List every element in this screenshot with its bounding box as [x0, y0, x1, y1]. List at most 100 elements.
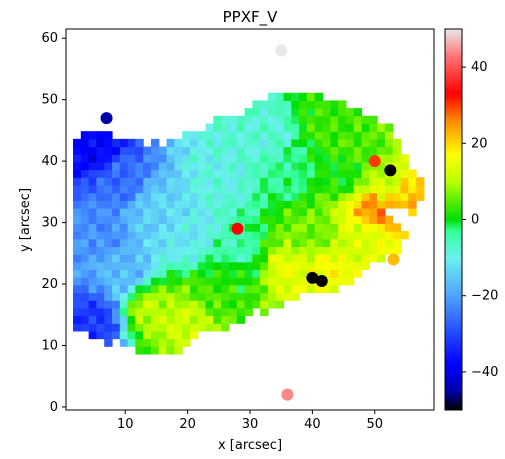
- velocity-bin: [322, 169, 331, 178]
- velocity-bin: [96, 177, 105, 186]
- velocity-bin: [213, 231, 222, 240]
- velocity-bin: [96, 138, 105, 148]
- velocity-bin: [205, 177, 214, 186]
- extreme-bin: [387, 253, 400, 266]
- velocity-bin: [174, 192, 183, 201]
- velocity-bin: [369, 131, 378, 140]
- velocity-bin: [88, 223, 98, 232]
- velocity-bin: [158, 269, 168, 278]
- velocity-bin: [275, 284, 285, 294]
- velocity-bin: [338, 261, 347, 271]
- velocity-bin: [314, 115, 324, 125]
- velocity-bin: [213, 207, 222, 217]
- velocity-bin: [150, 200, 160, 209]
- velocity-bin: [275, 184, 285, 194]
- velocity-bin: [174, 154, 183, 163]
- velocity-bin: [80, 300, 90, 309]
- velocity-bin: [119, 207, 129, 217]
- velocity-bin: [166, 269, 175, 278]
- velocity-bin: [80, 161, 90, 171]
- velocity-bin: [174, 231, 183, 240]
- velocity-bin: [221, 169, 230, 178]
- velocity-bin: [267, 100, 277, 109]
- velocity-bin: [291, 169, 300, 178]
- velocity-bin: [244, 192, 253, 201]
- velocity-bin: [213, 192, 222, 201]
- velocity-bin: [150, 231, 160, 240]
- velocity-bin: [166, 207, 175, 217]
- velocity-bin: [236, 200, 246, 209]
- velocity-bin: [104, 207, 113, 217]
- velocity-bin: [119, 277, 129, 286]
- velocity-bin: [283, 123, 292, 132]
- velocity-bin: [244, 108, 253, 117]
- velocity-bin: [384, 223, 394, 232]
- velocity-bin: [338, 177, 347, 186]
- velocity-bin: [369, 123, 378, 132]
- velocity-bin: [197, 207, 207, 217]
- velocity-bin: [96, 300, 105, 309]
- velocity-bin: [283, 169, 292, 178]
- velocity-bin: [221, 323, 230, 332]
- velocity-bin: [174, 215, 183, 224]
- velocity-bin: [73, 177, 82, 186]
- velocity-bin: [221, 315, 230, 324]
- velocity-bin: [345, 154, 355, 163]
- velocity-bin: [80, 323, 90, 332]
- velocity-bin: [244, 246, 253, 255]
- velocity-bin: [260, 108, 269, 117]
- velocity-bin: [96, 315, 105, 324]
- velocity-bin: [174, 261, 183, 271]
- velocity-bin: [338, 100, 347, 109]
- velocity-bin: [345, 200, 355, 209]
- velocity-bin: [275, 215, 285, 224]
- y-tick-label: 50: [41, 93, 58, 108]
- velocity-bin: [166, 154, 175, 163]
- velocity-bin: [369, 254, 378, 263]
- velocity-bin: [283, 223, 292, 232]
- velocity-bin: [228, 169, 238, 178]
- velocity-bin: [330, 261, 339, 271]
- velocity-bin: [236, 161, 246, 171]
- velocity-bin: [143, 146, 152, 155]
- velocity-bin: [174, 269, 183, 278]
- velocity-bin: [213, 169, 222, 178]
- velocity-bin: [112, 284, 121, 294]
- velocity-bin: [143, 277, 152, 286]
- velocity-bin: [104, 323, 113, 332]
- velocity-bin: [299, 277, 308, 286]
- velocity-bin: [96, 261, 105, 271]
- velocity-bin: [96, 323, 105, 332]
- velocity-bin: [205, 223, 214, 232]
- velocity-bin: [182, 277, 191, 286]
- velocity-bin: [182, 154, 191, 163]
- velocity-bin: [104, 138, 113, 148]
- velocity-bin: [119, 292, 129, 301]
- velocity-bin: [260, 146, 269, 155]
- velocity-bin: [330, 184, 339, 194]
- velocity-bin: [143, 184, 152, 194]
- velocity-bin: [197, 131, 207, 140]
- velocity-bin: [127, 300, 136, 309]
- velocity-bin: [150, 330, 160, 340]
- velocity-bin: [267, 207, 277, 217]
- velocity-bin: [314, 223, 324, 232]
- colorbar-tick-label: 0: [471, 213, 479, 228]
- velocity-bin: [338, 169, 347, 178]
- velocity-bin: [158, 231, 168, 240]
- velocity-bin: [150, 292, 160, 301]
- velocity-bin: [252, 284, 261, 294]
- velocity-bin: [236, 238, 246, 247]
- velocity-bin: [112, 207, 121, 217]
- velocity-bin: [213, 200, 222, 209]
- velocity-bin: [174, 146, 183, 155]
- velocity-bin: [221, 238, 230, 247]
- velocity-bin: [221, 300, 230, 309]
- velocity-bin: [236, 269, 246, 278]
- velocity-bin: [104, 200, 113, 209]
- velocity-bin: [166, 323, 175, 332]
- velocity-bin: [73, 292, 82, 301]
- velocity-bin: [73, 207, 82, 217]
- velocity-bin: [392, 138, 402, 148]
- velocity-bin: [291, 92, 300, 102]
